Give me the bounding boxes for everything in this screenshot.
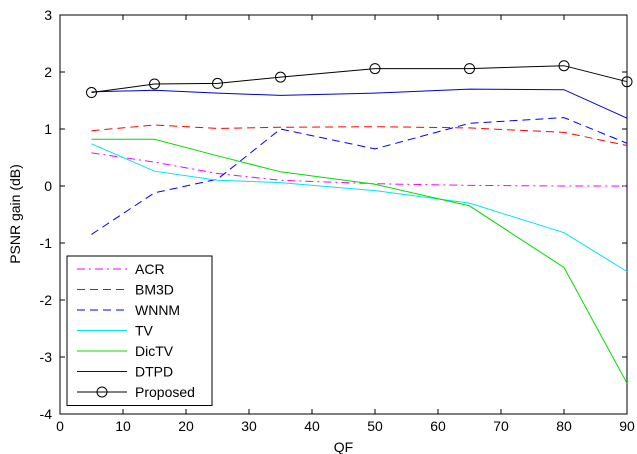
x-tick-label: 30	[241, 418, 257, 434]
legend-label-dictv: DicTV	[135, 343, 174, 359]
series-line-acr	[91, 152, 627, 187]
x-tick-label: 60	[430, 418, 446, 434]
x-tick-label: 70	[493, 418, 509, 434]
x-tick-label: 10	[115, 418, 131, 434]
legend-label-acr: ACR	[135, 261, 165, 277]
y-tick-label: 1	[44, 121, 52, 137]
legend-label-proposed: Proposed	[135, 384, 195, 400]
data-point-proposed	[621, 76, 633, 88]
legend-label-tv: TV	[135, 323, 154, 339]
series-line-proposed	[91, 65, 628, 93]
data-point-proposed	[212, 77, 223, 89]
series-line-dtpd	[91, 88, 628, 119]
legend-label-bm3d: BM3D	[135, 282, 174, 298]
series-line-bm3d	[91, 124, 628, 146]
legend-label-dtpd: DTPD	[135, 364, 173, 380]
legend-label-wnnm: WNNM	[135, 302, 180, 318]
legend-marker-proposed	[96, 386, 108, 398]
legend: ACR BM3D WNNM TV DicTV DTPD Proposed	[66, 255, 213, 406]
x-tick-label: 80	[556, 418, 572, 434]
x-tick-label: 50	[367, 418, 383, 434]
legend-box	[66, 255, 213, 406]
series-line-tv	[91, 143, 628, 272]
x-tick-label: 40	[304, 418, 320, 434]
y-tick-label: -1	[40, 235, 53, 251]
data-point-proposed	[86, 87, 97, 99]
y-tick-label: 2	[44, 64, 52, 80]
y-tick-label: -4	[40, 406, 53, 422]
y-tick-label: 0	[44, 178, 52, 194]
data-point-proposed	[369, 63, 381, 75]
data-point-proposed	[149, 78, 160, 90]
x-axis-label: QF	[334, 439, 353, 454]
data-point-proposed	[558, 60, 570, 72]
series-line-dictv	[91, 138, 628, 384]
y-axis-label: PSNR gain (dB)	[7, 164, 23, 264]
series-layer	[86, 60, 633, 384]
data-point-proposed	[275, 71, 286, 83]
y-tick-label: 3	[44, 7, 52, 23]
y-tick-label: -3	[40, 349, 53, 365]
data-point-proposed	[464, 63, 475, 75]
x-tick-label: 90	[619, 418, 635, 434]
x-tick-label: 0	[56, 418, 64, 434]
y-axis-ticks: -4 -3 -2 -1 0 1 2 3	[40, 7, 627, 422]
y-tick-label: -2	[40, 292, 53, 308]
x-tick-label: 20	[178, 418, 194, 434]
x-axis-ticks: 0 10 20 30 40 50 60 70 80 90	[56, 15, 635, 434]
